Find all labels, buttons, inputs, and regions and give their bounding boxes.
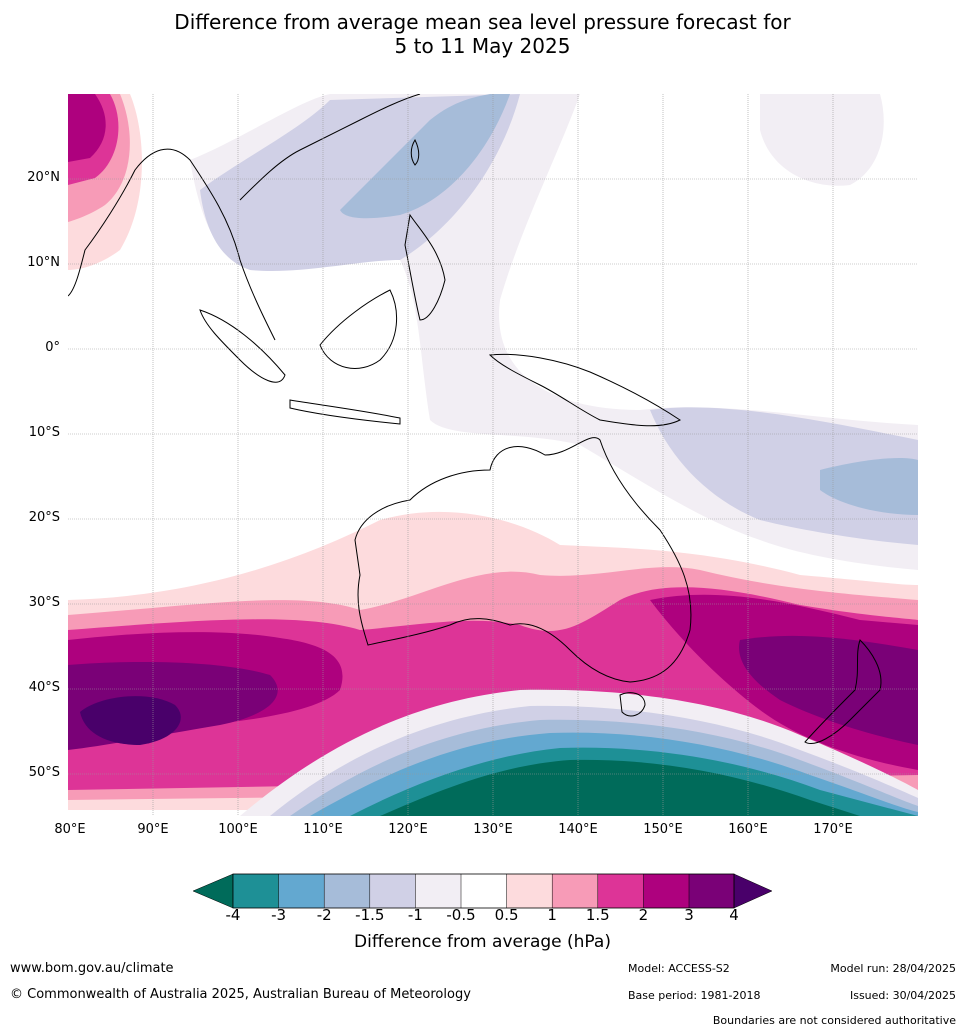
lat-label: 30°S <box>28 595 60 610</box>
colorbar-arrow-low <box>192 873 234 909</box>
anomaly-contour-4 <box>80 696 181 745</box>
australia-coastline <box>354 437 692 683</box>
lat-label: 40°S <box>28 680 60 695</box>
model-name: Model: ACCESS-S2 <box>628 962 730 975</box>
taiwan-coastline <box>410 138 420 166</box>
anomaly-contour-neg-0.5-northeast <box>760 94 884 186</box>
colorbar-tick: -1 <box>407 906 423 924</box>
colorbar-bin <box>324 874 370 908</box>
colorbar-tick: 2 <box>638 906 649 924</box>
new-zealand-coastline <box>804 639 882 744</box>
java-coastline <box>289 399 401 425</box>
colorbar <box>192 873 773 909</box>
lon-label: 140°E <box>558 822 598 837</box>
colorbar-tick: 1.5 <box>585 906 610 924</box>
colorbar-tick: 0.5 <box>494 906 519 924</box>
colorbar-tick: 1 <box>547 906 557 924</box>
colorbar-tick: -3 <box>271 906 287 924</box>
colorbar-bin <box>506 874 553 908</box>
asia-coastline <box>68 94 421 341</box>
lat-label: 10°S <box>28 425 60 440</box>
colorbar-bin <box>689 874 734 908</box>
colorbar-title: Difference from average (hPa) <box>354 932 611 952</box>
colorbar-bin <box>552 874 598 908</box>
colorbar-tick: -2 <box>316 906 332 924</box>
lon-label: 160°E <box>728 822 768 837</box>
colorbar-bin <box>415 874 461 908</box>
philippines-coastline <box>404 213 446 321</box>
tasmania-coastline <box>619 692 646 717</box>
colorbar-bin <box>369 874 416 908</box>
lon-label: 150°E <box>643 822 683 837</box>
anomaly-contour-neg-1.5-north <box>340 94 510 219</box>
lon-label: 100°E <box>218 822 258 837</box>
colorbar-tick: -0.5 <box>446 906 476 924</box>
lon-label: 170°E <box>813 822 853 837</box>
borneo-coastline <box>319 289 398 369</box>
model-run-date: Model run: 28/04/2025 <box>830 962 956 975</box>
map-title-line2: 5 to 11 May 2025 <box>394 34 571 58</box>
lon-label: 120°E <box>388 822 428 837</box>
lon-label: 130°E <box>473 822 513 837</box>
lat-label: 0° <box>45 340 60 355</box>
grid-lines <box>68 94 918 816</box>
sumatra-coastline <box>199 309 286 383</box>
lon-label: 90°E <box>137 822 169 837</box>
anomaly-contour-neg-1-pacific <box>650 407 918 545</box>
colorbar-bin <box>233 874 279 908</box>
lat-label: 20°S <box>28 510 60 525</box>
issued-date: Issued: 30/04/2025 <box>849 989 956 1002</box>
colorbar-tick: 4 <box>729 906 739 924</box>
lat-label: 10°N <box>27 255 60 270</box>
anomaly-contour-2-northwest <box>68 94 106 162</box>
anomaly-contour-neg-1.5-pacific <box>820 458 918 515</box>
lat-label: 20°N <box>27 170 60 185</box>
base-period: Base period: 1981-2018 <box>628 989 761 1002</box>
colorbar-bin <box>643 874 689 908</box>
colorbar-arrow-high <box>733 873 773 909</box>
colorbar-tick: -4 <box>225 906 241 924</box>
lon-label: 110°E <box>303 822 343 837</box>
colorbar-bin <box>597 874 644 908</box>
website-link[interactable]: www.bom.gov.au/climate <box>10 961 174 976</box>
boundaries-disclaimer: Boundaries are not considered authoritat… <box>712 1014 956 1027</box>
colorbar-tick: 3 <box>684 906 694 924</box>
anomaly-contour-3-east <box>739 635 918 745</box>
colorbar-tick: -1.5 <box>355 906 385 924</box>
lat-label: 50°S <box>28 765 60 780</box>
copyright-text: © Commonwealth of Australia 2025, Austra… <box>10 987 471 1002</box>
colorbar-bin <box>461 874 507 908</box>
colorbar-bin <box>278 874 325 908</box>
map-title-line1: Difference from average mean sea level p… <box>174 10 791 34</box>
lon-label: 80°E <box>54 822 86 837</box>
